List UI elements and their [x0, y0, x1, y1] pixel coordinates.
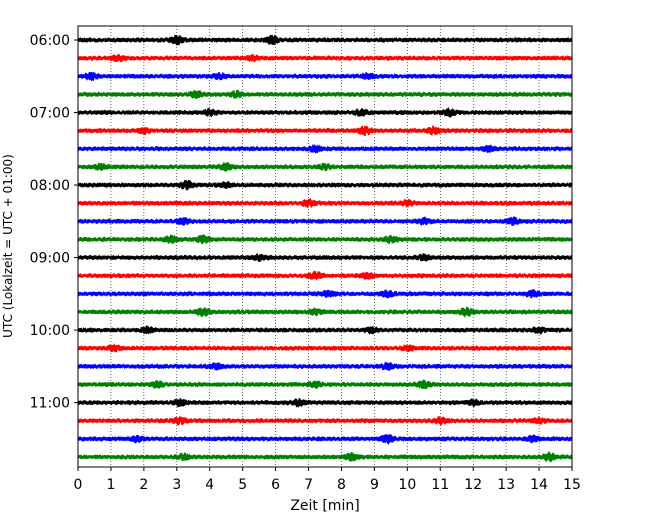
x-axis: 0 1 2 3 4 5 6 7 8 9 10 11 12 13 14 15 — [74, 467, 581, 493]
trace-line — [77, 162, 573, 172]
x-tick-label: 7 — [304, 477, 313, 493]
y-tick-label: 11:00 — [30, 396, 70, 412]
trace-line — [77, 306, 573, 318]
x-tick-label: 14 — [530, 477, 548, 493]
y-tick-label: 10:00 — [30, 323, 70, 339]
trace-line — [77, 125, 573, 137]
trace-line — [77, 198, 573, 209]
traces-group — [77, 34, 573, 463]
x-tick-label: 3 — [172, 477, 181, 493]
trace-line — [77, 216, 573, 226]
x-tick-label: 1 — [106, 477, 115, 493]
trace-line — [77, 343, 573, 353]
trace-line — [77, 34, 573, 46]
x-tick-label: 15 — [563, 477, 581, 493]
x-tick-label: 8 — [337, 477, 346, 493]
x-tick-label: 12 — [464, 477, 482, 493]
x-tick-label: 0 — [74, 477, 83, 493]
trace-line — [77, 144, 573, 154]
trace-line — [77, 270, 573, 281]
trace-line — [77, 451, 573, 463]
x-tick-label: 5 — [238, 477, 247, 493]
trace-line — [77, 89, 573, 100]
y-tick-label: 06:00 — [30, 33, 70, 49]
trace-line — [77, 361, 573, 371]
y-tick-label: 07:00 — [30, 106, 70, 122]
trace-line — [77, 379, 573, 390]
trace-line — [77, 253, 573, 263]
trace-line — [77, 397, 573, 408]
trace-line — [77, 107, 573, 118]
x-axis-label: Zeit [min] — [290, 498, 359, 514]
trace-line — [77, 53, 573, 63]
x-tick-label: 10 — [398, 477, 416, 493]
x-tick-label: 6 — [271, 477, 280, 493]
x-tick-label: 11 — [431, 477, 449, 493]
trace-line — [77, 415, 573, 426]
plot-frame — [77, 25, 573, 468]
x-tick-label: 9 — [370, 477, 379, 493]
trace-line — [77, 233, 573, 245]
trace-line — [77, 71, 573, 82]
y-tick-label: 08:00 — [30, 178, 70, 194]
y-axis-label: UTC (Lokalzeit = UTC + 01:00) — [1, 154, 15, 338]
x-tick-label: 13 — [497, 477, 515, 493]
trace-line — [77, 289, 573, 299]
y-axis: 06:00 07:00 08:00 09:00 10:00 11:00 — [30, 33, 78, 412]
x-tick-label: 2 — [139, 477, 148, 493]
trace-line — [77, 433, 573, 445]
y-tick-label: 09:00 — [30, 251, 70, 267]
trace-line — [77, 179, 573, 191]
trace-line — [77, 325, 573, 335]
x-tick-label: 4 — [205, 477, 214, 493]
